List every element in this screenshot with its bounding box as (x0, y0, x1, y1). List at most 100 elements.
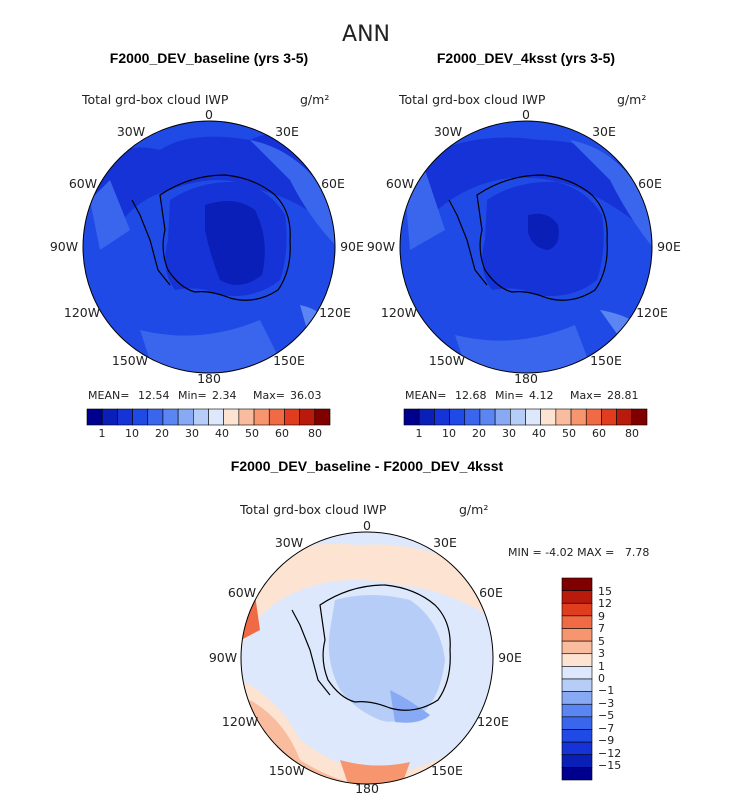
lon-label: 120E (477, 714, 509, 729)
colorbar-swatch (177, 408, 194, 426)
colorbar-swatch (147, 408, 164, 426)
lon-label: 90W (50, 239, 78, 254)
band-light (90, 180, 130, 250)
coastline (131, 174, 291, 301)
lon-label: 30W (275, 535, 303, 550)
max-label: Max= (253, 389, 285, 402)
colorbar-swatch (561, 741, 593, 756)
colorbar-swatch (208, 408, 224, 426)
lon-label: 30W (434, 124, 462, 139)
colorbar-tick: 20 (472, 427, 486, 440)
units-label: g/m² (617, 92, 646, 107)
colorbar-tick: 40 (215, 427, 229, 440)
lon-label: 120W (64, 305, 100, 320)
colorbar-swatch (616, 408, 633, 426)
colorbar-ticks: 1 10 20 30 40 50 60 80 (416, 427, 640, 440)
colorbar-swatch (561, 729, 593, 743)
colorbar-swatch (494, 408, 511, 426)
colorbar-tick: 80 (308, 427, 322, 440)
colorbar-swatch (268, 408, 285, 426)
colorbar-tick: 15 (598, 585, 612, 598)
colorbar-swatch (117, 408, 133, 426)
lon-label: 0 (205, 107, 213, 122)
map-border (82, 120, 336, 374)
colorbar-swatch (449, 408, 466, 426)
lon-label: 60W (386, 176, 414, 191)
mean-value: 12.68 (455, 389, 487, 402)
colorbar-tick: 1 (99, 427, 106, 440)
panel-title: F2000_DEV_4ksst (yrs 3-5) (437, 50, 615, 66)
colorbar-tick: 7 (598, 622, 605, 635)
lon-label: 90W (209, 650, 237, 665)
min-label: Min= (178, 389, 207, 402)
colorbar-tick: 50 (562, 427, 576, 440)
colorbar-tick: −1 (598, 684, 614, 697)
colorbar-swatch (561, 767, 593, 781)
colorbar-swatch (479, 408, 496, 426)
max-label: Max= (570, 389, 602, 402)
lon-label: 180 (197, 371, 221, 386)
colorbar-tick: −9 (598, 734, 614, 747)
band-mid (420, 137, 645, 230)
colorbar-swatch (561, 666, 593, 680)
map-border (399, 120, 653, 374)
band-warm (241, 544, 493, 650)
colorbar-swatch (561, 628, 593, 642)
lon-label: 180 (514, 371, 538, 386)
lon-label: 60E (638, 176, 662, 191)
colorbar-swatch (561, 754, 593, 768)
lon-label: 180 (355, 781, 379, 796)
colorbar-swatch (418, 408, 435, 426)
lon-labels: 0 30E 60E 90E 120E 150E 180 150W 120W 90… (209, 518, 522, 796)
colorbar-tick: 80 (625, 427, 639, 440)
colorbar-swatch (132, 408, 149, 426)
colorbar-tick: 10 (125, 427, 139, 440)
colorbar-swatch (561, 615, 593, 629)
colorbar-swatch (86, 408, 103, 426)
colorbar-swatch (299, 408, 316, 426)
lon-label: 90E (498, 650, 522, 665)
colorbar-swatch (561, 703, 593, 718)
lon-label: 150W (112, 353, 148, 368)
mean-label: MEAN= (405, 389, 446, 402)
map-field (241, 532, 493, 784)
colorbar (561, 577, 593, 781)
colorbar (86, 408, 331, 426)
colorbar-tick: 20 (155, 427, 169, 440)
lon-label: 150E (590, 353, 622, 368)
colorbar-tick: 0 (598, 672, 605, 685)
colorbar-swatch (561, 678, 593, 692)
lon-label: 120W (222, 714, 258, 729)
colorbar-swatch (403, 408, 420, 426)
colorbar-swatch (561, 602, 593, 617)
lon-label: 150E (431, 763, 463, 778)
colorbar-swatch (162, 408, 179, 426)
colorbar-tick: 1 (598, 660, 605, 673)
coastline (291, 584, 451, 711)
colorbar-swatch (561, 716, 593, 730)
min-value: 4.12 (529, 389, 554, 402)
colorbar-tick: 30 (502, 427, 516, 440)
colorbar-swatch (284, 408, 300, 426)
colorbar-swatch (238, 408, 255, 426)
colorbar-tick: −12 (598, 747, 621, 760)
panel-baseline: F2000_DEV_baseline (yrs 3-5) Total grd-b… (50, 50, 364, 440)
lon-label: 150W (429, 353, 465, 368)
colorbar-ticks: 1 10 20 30 40 50 60 80 (99, 427, 323, 440)
colorbar-swatch (561, 577, 593, 591)
colorbar-swatch (193, 408, 209, 426)
colorbar-tick: 9 (598, 610, 605, 623)
colorbar-tick: 1 (416, 427, 423, 440)
units-label: g/m² (459, 502, 488, 517)
antarctica-core (528, 213, 559, 250)
colorbar-swatch (585, 408, 602, 426)
colorbar-swatch (561, 691, 593, 705)
mean-label: MEAN= (88, 389, 129, 402)
colorbar (403, 408, 648, 426)
lon-label: 120W (381, 305, 417, 320)
colorbar-swatch (561, 640, 593, 655)
field-label: Total grd-box cloud IWP (81, 92, 229, 107)
colorbar-tick: 40 (532, 427, 546, 440)
colorbar-swatch (561, 653, 593, 667)
map-border (240, 531, 494, 785)
